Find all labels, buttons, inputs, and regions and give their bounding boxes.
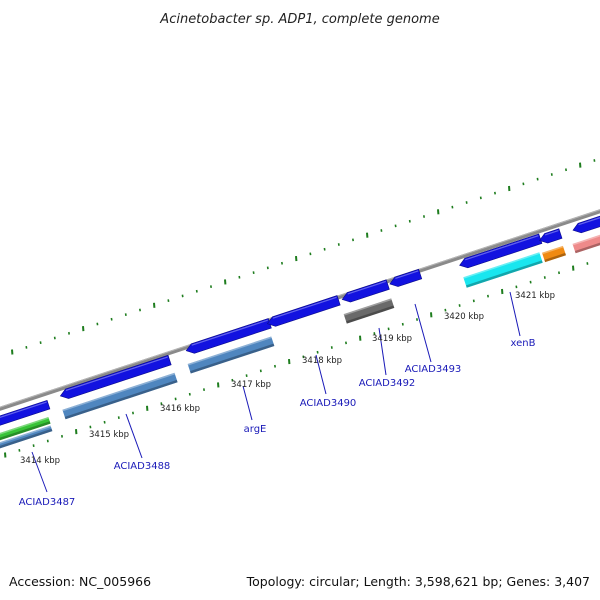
gene-features [0,212,600,451]
gene-xenb-lower[interactable] [463,252,543,288]
gene-3492-lower-shadow [346,305,395,324]
leader-line-1 [125,413,143,459]
gene-3487-forward-highlight [0,401,47,419]
gene-xenb-forward[interactable] [458,233,543,270]
gene-3487-green-shape [0,416,51,444]
gene-3487-lower-shadow [0,428,53,451]
inner-tick-row [4,262,589,458]
gene-arge-lower[interactable] [187,336,275,374]
gene-edge-forward-highlight [578,214,600,226]
gene-orange-highlight [541,245,564,255]
gene-edge-pink-shape [572,230,600,254]
gene-3488-forward-shape [59,354,172,399]
gene-arge-forward[interactable] [185,318,272,355]
label-leaders [31,291,521,493]
kbp-label-3415: 3415 kbp [89,430,129,440]
kbp-label-3417: 3417 kbp [231,380,271,390]
gene-3487-green-shadow [0,421,51,444]
gene-xenb-lower-highlight [463,252,540,279]
gene-3487-lower-highlight [0,425,52,447]
gene-edge-pink[interactable] [572,230,600,254]
leader-line-0 [31,451,48,493]
gene-3488-lower-highlight [62,372,175,412]
kbp-label-3416: 3416 kbp [160,404,200,414]
leader-line-3 [315,354,327,395]
leader-line-5 [414,303,432,363]
kbp-labels: 3414 kbp 3415 kbp 3416 kbp 3417 kbp 3418… [20,291,555,466]
gene-label-aciad3492[interactable]: ACIAD3492 [359,378,416,389]
gene-arge-lower-shadow [189,343,275,374]
gene-arge-lower-shape [187,336,275,374]
kbp-label-3421: 3421 kbp [515,291,555,301]
gene-3493-forward[interactable] [388,268,423,288]
gene-orange[interactable] [541,245,567,263]
gene-3490-forward-shape [266,295,341,327]
gene-3492-lower-shape [343,298,395,324]
gene-3492-lower-highlight [343,298,392,316]
leader-line-4 [378,327,387,376]
kbp-label-3420: 3420 kbp [444,312,484,322]
gene-3488-lower-shadow [64,379,178,420]
kbp-label-3414: 3414 kbp [20,456,60,466]
gene-3487-lower-shape [0,425,53,451]
gene-orange-shape [541,245,567,263]
gene-arge-forward-highlight [191,319,268,346]
gene-3487-green-highlight [0,416,49,438]
gene-label-xenb[interactable]: xenB [511,338,536,349]
accession-text: Accession: NC_005966 [9,574,151,589]
gene-small-forward-highlight [544,229,559,236]
gene-3488-lower-shape [62,372,178,420]
gene-labels: ACIAD3487 ACIAD3488 argE ACIAD3490 ACIAD… [19,338,536,508]
gene-xenb-forward-highlight [464,235,539,261]
map-title: Acinetobacter sp. ADP1, complete genome [159,12,439,27]
gene-arge-lower-highlight [187,336,272,366]
gene-3493-forward-highlight [395,270,419,280]
gene-xenb-forward-shape [459,233,543,269]
leader-line-2 [242,385,253,421]
leader-line-6 [509,291,521,337]
topology-text: Topology: circular; Length: 3,598,621 bp… [246,574,590,589]
gene-xenb-lower-shadow [465,260,543,288]
kbp-label-3419: 3419 kbp [372,334,412,344]
gene-3492-lower[interactable] [343,298,395,324]
gene-3487-forward-shape [0,399,51,426]
gene-3490-forward[interactable] [266,295,341,329]
gene-3492-forward-shape [341,279,390,303]
gene-3493-forward-shape [389,268,423,287]
tick-rows [4,159,596,458]
gene-arge-forward-shape [185,318,272,354]
gene-xenb-lower-shape [463,252,543,288]
gene-3487-lower[interactable] [0,425,53,451]
gene-3487-green[interactable] [0,416,51,444]
gene-edge-pink-highlight [572,230,600,246]
kbp-label-3418: 3418 kbp [302,356,342,366]
gene-label-arge[interactable]: argE [244,424,267,435]
gene-label-aciad3487[interactable]: ACIAD3487 [19,497,76,508]
gene-3488-forward[interactable] [59,354,172,400]
gene-orange-shadow [544,252,567,263]
gene-3490-forward-highlight [272,296,337,319]
gene-small-forward-shape [539,228,563,244]
gene-label-aciad3490[interactable]: ACIAD3490 [300,398,357,409]
gene-3488-forward-highlight [65,356,168,392]
gene-3488-lower[interactable] [62,372,178,420]
gene-3492-forward[interactable] [341,279,390,305]
gene-edge-forward[interactable] [571,212,600,235]
gene-3487-forward[interactable] [0,399,51,427]
gene-edge-pink-shadow [574,237,600,254]
gene-small-forward[interactable] [538,228,563,245]
gene-3492-forward-highlight [347,280,386,295]
outer-tick-row [11,159,596,355]
gene-label-aciad3488[interactable]: ACIAD3488 [114,461,171,472]
gene-label-aciad3493[interactable]: ACIAD3493 [405,364,462,375]
gene-edge-forward-shape [572,212,600,234]
